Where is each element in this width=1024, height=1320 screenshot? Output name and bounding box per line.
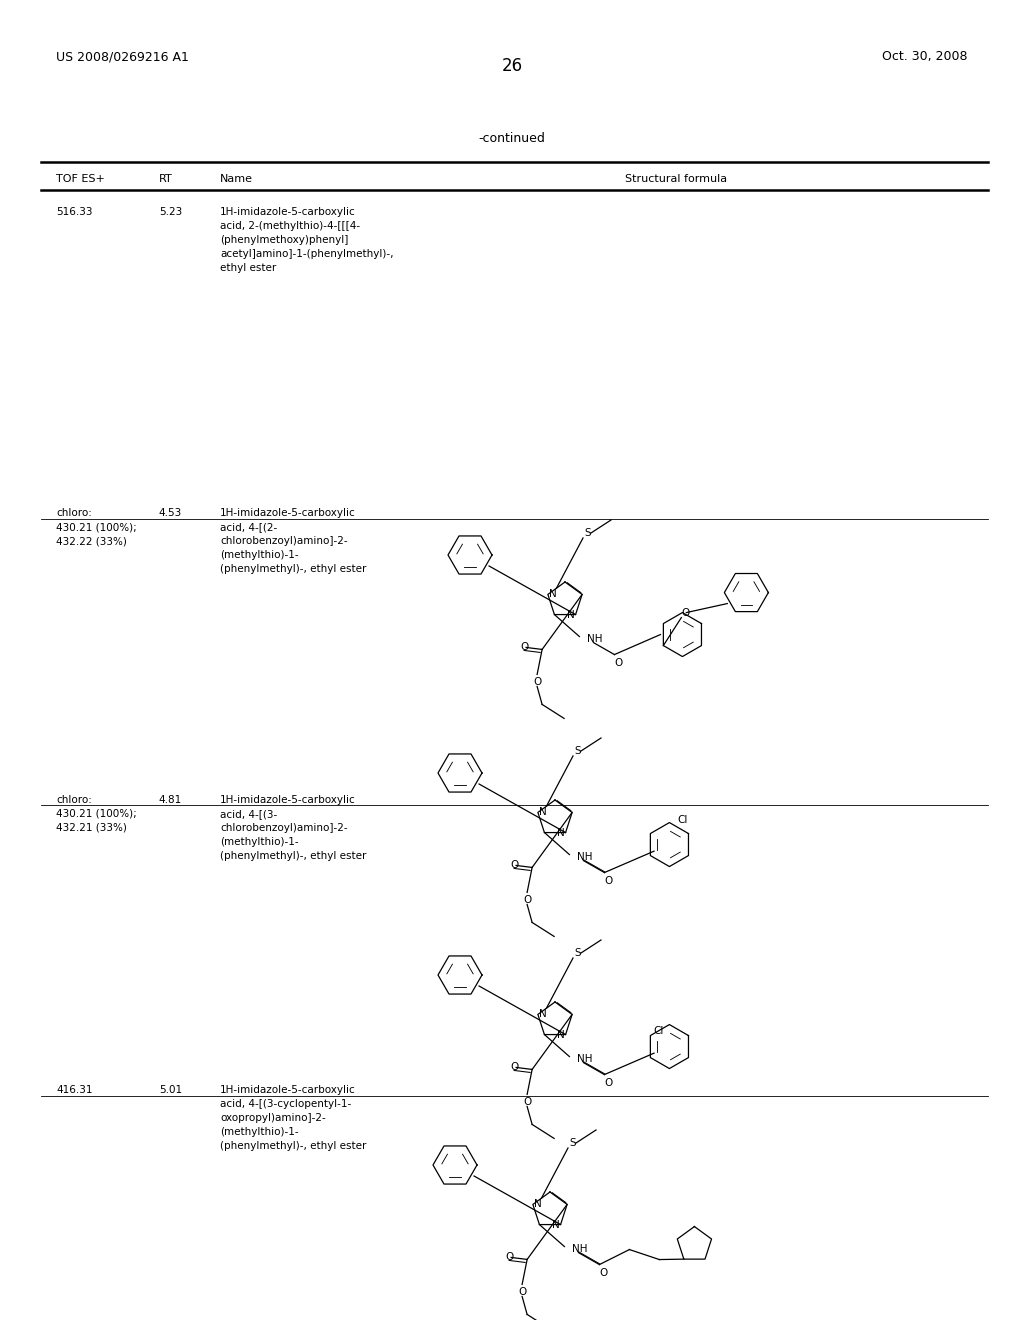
Text: S: S (574, 948, 582, 958)
Text: 416.31: 416.31 (56, 1085, 93, 1096)
Text: Name: Name (220, 174, 253, 185)
Text: 4.53: 4.53 (159, 508, 182, 519)
Text: N: N (549, 590, 557, 599)
Text: -continued: -continued (478, 132, 546, 145)
Text: N: N (566, 610, 574, 619)
Text: NH: NH (578, 1053, 593, 1064)
Text: S: S (585, 528, 591, 539)
Text: TOF ES+: TOF ES+ (56, 174, 105, 185)
Text: chloro:
430.21 (100%);
432.22 (33%): chloro: 430.21 (100%); 432.22 (33%) (56, 508, 137, 546)
Text: N: N (539, 1010, 547, 1019)
Text: Cl: Cl (678, 814, 688, 825)
Text: 1H-imidazole-5-carboxylic
acid, 4-[(3-
chlorobenzoyl)amino]-2-
(methylthio)-1-
(: 1H-imidazole-5-carboxylic acid, 4-[(3- c… (220, 795, 367, 861)
Text: 1H-imidazole-5-carboxylic
acid, 4-[(2-
chlorobenzoyl)amino]-2-
(methylthio)-1-
(: 1H-imidazole-5-carboxylic acid, 4-[(2- c… (220, 508, 367, 574)
Text: O: O (604, 1077, 612, 1088)
Text: US 2008/0269216 A1: US 2008/0269216 A1 (56, 50, 189, 63)
Text: NH: NH (588, 634, 603, 644)
Text: S: S (569, 1138, 577, 1148)
Text: N: N (552, 1220, 559, 1229)
Text: N: N (539, 808, 547, 817)
Text: NH: NH (572, 1243, 588, 1254)
Text: Cl: Cl (653, 1026, 664, 1036)
Text: RT: RT (159, 174, 172, 185)
Text: Oct. 30, 2008: Oct. 30, 2008 (883, 50, 968, 63)
Text: O: O (510, 861, 518, 870)
Text: N: N (557, 828, 564, 838)
Text: O: O (510, 1063, 518, 1072)
Text: N: N (557, 1030, 564, 1040)
Text: O: O (681, 607, 689, 618)
Text: 1H-imidazole-5-carboxylic
acid, 4-[(3-cyclopentyl-1-
oxopropyl)amino]-2-
(methyl: 1H-imidazole-5-carboxylic acid, 4-[(3-cy… (220, 1085, 367, 1151)
Text: 516.33: 516.33 (56, 207, 93, 218)
Text: O: O (604, 875, 612, 886)
Text: O: O (614, 657, 623, 668)
Text: 26: 26 (502, 57, 522, 75)
Text: NH: NH (578, 851, 593, 862)
Text: O: O (523, 895, 531, 906)
Text: N: N (534, 1200, 542, 1209)
Text: O: O (534, 677, 542, 688)
Text: O: O (505, 1253, 513, 1262)
Text: 4.81: 4.81 (159, 795, 182, 805)
Text: O: O (520, 643, 528, 652)
Text: chloro:
430.21 (100%);
432.21 (33%): chloro: 430.21 (100%); 432.21 (33%) (56, 795, 137, 833)
Text: O: O (518, 1287, 526, 1298)
Text: 5.01: 5.01 (159, 1085, 182, 1096)
Text: 1H-imidazole-5-carboxylic
acid, 2-(methylthio)-4-[[[4-
(phenylmethoxy)phenyl]
ac: 1H-imidazole-5-carboxylic acid, 2-(methy… (220, 207, 393, 273)
Text: S: S (574, 746, 582, 756)
Text: O: O (523, 1097, 531, 1107)
Text: Structural formula: Structural formula (625, 174, 727, 185)
Text: O: O (599, 1267, 607, 1278)
Text: 5.23: 5.23 (159, 207, 182, 218)
